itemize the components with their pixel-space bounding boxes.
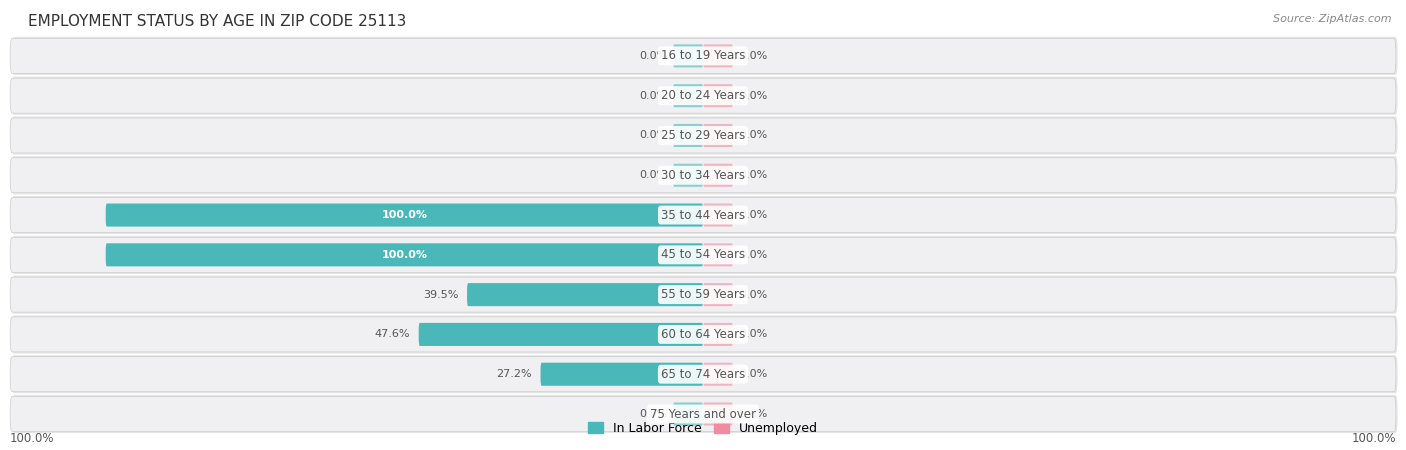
FancyBboxPatch shape — [11, 76, 1398, 115]
Text: 100.0%: 100.0% — [1351, 432, 1396, 445]
Text: 100.0%: 100.0% — [10, 432, 55, 445]
FancyBboxPatch shape — [10, 237, 1396, 272]
Text: 0.0%: 0.0% — [738, 130, 768, 140]
Text: 35 to 44 Years: 35 to 44 Years — [661, 208, 745, 221]
FancyBboxPatch shape — [673, 124, 703, 147]
FancyBboxPatch shape — [703, 243, 733, 266]
FancyBboxPatch shape — [703, 124, 733, 147]
FancyBboxPatch shape — [10, 317, 1396, 352]
FancyBboxPatch shape — [11, 156, 1398, 194]
FancyBboxPatch shape — [105, 203, 703, 227]
Text: 39.5%: 39.5% — [423, 290, 458, 300]
FancyBboxPatch shape — [703, 164, 733, 187]
FancyBboxPatch shape — [10, 277, 1396, 312]
Text: 55 to 59 Years: 55 to 59 Years — [661, 288, 745, 301]
Text: 47.6%: 47.6% — [374, 329, 409, 339]
FancyBboxPatch shape — [10, 118, 1396, 153]
Text: 100.0%: 100.0% — [381, 210, 427, 220]
FancyBboxPatch shape — [673, 164, 703, 187]
Text: 75 Years and over: 75 Years and over — [650, 408, 756, 420]
Legend: In Labor Force, Unemployed: In Labor Force, Unemployed — [583, 417, 823, 440]
FancyBboxPatch shape — [11, 196, 1398, 234]
FancyBboxPatch shape — [467, 283, 703, 306]
FancyBboxPatch shape — [703, 203, 733, 227]
FancyBboxPatch shape — [10, 158, 1396, 193]
FancyBboxPatch shape — [105, 243, 703, 266]
FancyBboxPatch shape — [11, 37, 1398, 75]
FancyBboxPatch shape — [540, 363, 703, 386]
FancyBboxPatch shape — [673, 45, 703, 68]
Text: 0.0%: 0.0% — [638, 51, 668, 61]
FancyBboxPatch shape — [11, 355, 1398, 393]
Text: 60 to 64 Years: 60 to 64 Years — [661, 328, 745, 341]
Text: Source: ZipAtlas.com: Source: ZipAtlas.com — [1274, 14, 1392, 23]
FancyBboxPatch shape — [11, 395, 1398, 433]
Text: 0.0%: 0.0% — [638, 91, 668, 101]
Text: 0.0%: 0.0% — [738, 329, 768, 339]
Text: 0.0%: 0.0% — [638, 409, 668, 419]
Text: 0.0%: 0.0% — [738, 51, 768, 61]
FancyBboxPatch shape — [10, 396, 1396, 432]
FancyBboxPatch shape — [703, 323, 733, 346]
FancyBboxPatch shape — [673, 84, 703, 107]
FancyBboxPatch shape — [703, 283, 733, 306]
FancyBboxPatch shape — [11, 275, 1398, 314]
Text: 65 to 74 Years: 65 to 74 Years — [661, 368, 745, 381]
FancyBboxPatch shape — [419, 323, 703, 346]
Text: 0.0%: 0.0% — [738, 250, 768, 260]
FancyBboxPatch shape — [10, 357, 1396, 392]
FancyBboxPatch shape — [703, 402, 733, 426]
FancyBboxPatch shape — [11, 117, 1398, 154]
Text: 27.2%: 27.2% — [496, 369, 531, 379]
Text: 0.0%: 0.0% — [738, 290, 768, 300]
Text: 0.0%: 0.0% — [738, 91, 768, 101]
Text: 0.0%: 0.0% — [738, 170, 768, 180]
FancyBboxPatch shape — [10, 198, 1396, 233]
FancyBboxPatch shape — [10, 38, 1396, 73]
Text: 100.0%: 100.0% — [381, 250, 427, 260]
Text: 30 to 34 Years: 30 to 34 Years — [661, 169, 745, 182]
Text: 0.0%: 0.0% — [638, 170, 668, 180]
Text: 25 to 29 Years: 25 to 29 Years — [661, 129, 745, 142]
Text: 0.0%: 0.0% — [638, 130, 668, 140]
FancyBboxPatch shape — [11, 315, 1398, 354]
Text: 16 to 19 Years: 16 to 19 Years — [661, 50, 745, 63]
FancyBboxPatch shape — [703, 84, 733, 107]
Text: 0.0%: 0.0% — [738, 409, 768, 419]
Text: 20 to 24 Years: 20 to 24 Years — [661, 89, 745, 102]
Text: 0.0%: 0.0% — [738, 369, 768, 379]
FancyBboxPatch shape — [11, 236, 1398, 274]
FancyBboxPatch shape — [703, 363, 733, 386]
FancyBboxPatch shape — [10, 78, 1396, 113]
Text: EMPLOYMENT STATUS BY AGE IN ZIP CODE 25113: EMPLOYMENT STATUS BY AGE IN ZIP CODE 251… — [28, 14, 406, 28]
Text: 0.0%: 0.0% — [738, 210, 768, 220]
FancyBboxPatch shape — [673, 402, 703, 426]
Text: 45 to 54 Years: 45 to 54 Years — [661, 248, 745, 261]
FancyBboxPatch shape — [703, 45, 733, 68]
